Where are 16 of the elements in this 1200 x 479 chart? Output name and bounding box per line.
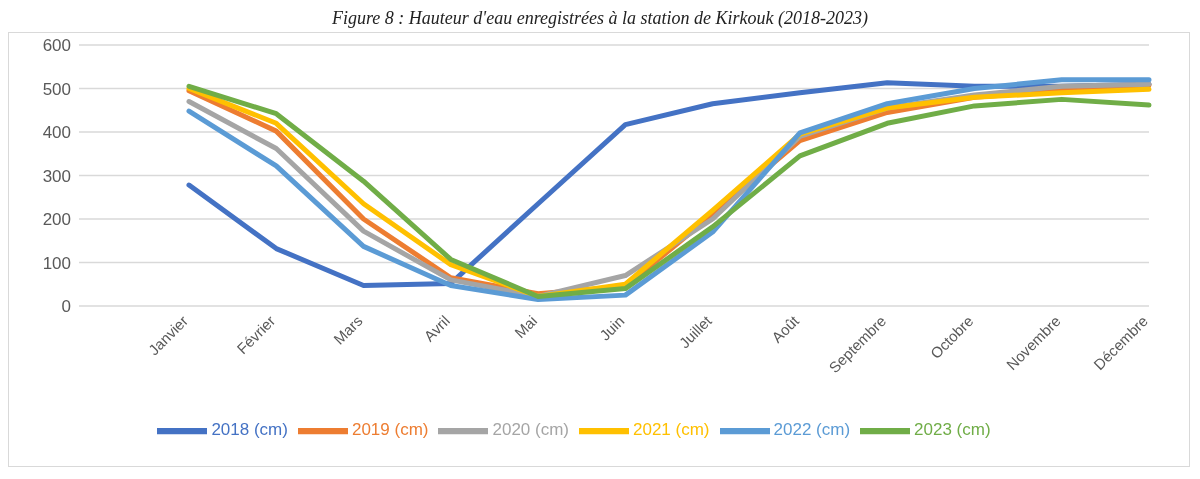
y-tick-label: 100 xyxy=(42,253,71,273)
legend-label: 2021 (cm) xyxy=(633,420,710,440)
legend-label: 2022 (cm) xyxy=(773,420,851,440)
chart-title: Figure 8 : Hauteur d'eau enregistrées à la station de Kirkouk (2018-2023) xyxy=(331,8,869,30)
y-tick-label: 300 xyxy=(42,166,71,186)
x-tick-label: Juin xyxy=(596,312,628,344)
y-tick-label: 200 xyxy=(42,210,71,230)
legend-label: 2023 (cm) xyxy=(914,420,991,440)
y-tick-label: 0 xyxy=(61,297,71,317)
legend-label: 2018 (cm) xyxy=(211,420,288,440)
y-tick-label: 400 xyxy=(42,123,71,143)
x-tick-label: Mai xyxy=(511,312,541,342)
legend-label: 2020 (cm) xyxy=(492,420,569,440)
y-tick-label: 500 xyxy=(42,79,71,99)
y-tick-label: 600 xyxy=(42,36,71,56)
legend-label: 2019 (cm) xyxy=(351,420,429,440)
